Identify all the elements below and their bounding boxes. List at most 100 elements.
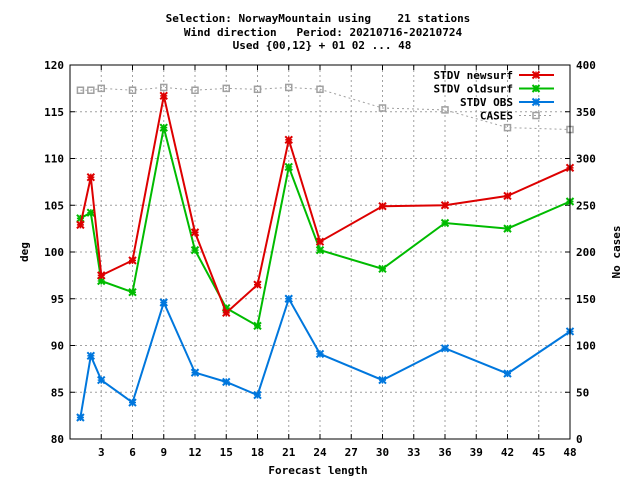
data-point-stdv-oldsurf <box>190 245 200 255</box>
series-line-stdv-obs <box>79 296 571 418</box>
legend-marker <box>531 97 541 107</box>
legend-marker <box>532 111 540 120</box>
x-tick-label: 24 <box>313 446 327 459</box>
y-tick-label: 120 <box>44 59 64 72</box>
y2-tick-label: 400 <box>576 59 596 72</box>
y-tick-label: 110 <box>44 153 64 166</box>
data-point-stdv-oldsurf <box>86 208 96 217</box>
y-tick-label: 100 <box>44 246 64 259</box>
legend-label: STDV oldsurf <box>434 83 513 96</box>
data-point-stdv-obs <box>222 377 231 387</box>
x-tick-label: 36 <box>438 446 452 459</box>
data-point-stdv-obs <box>159 298 168 307</box>
data-point-stdv-obs <box>253 390 262 400</box>
data-point-stdv-oldsurf <box>440 218 450 228</box>
data-point-stdv-newsurf <box>315 237 325 246</box>
data-point-stdv-oldsurf <box>128 287 137 297</box>
x-tick-label: 30 <box>376 446 389 459</box>
legend-label: CASES <box>480 110 513 123</box>
data-point-cases <box>160 83 168 92</box>
y-tick-label: 80 <box>51 433 64 446</box>
data-point-stdv-obs <box>440 344 450 353</box>
data-point-stdv-newsurf <box>128 256 137 265</box>
data-point-stdv-obs <box>284 294 293 303</box>
y2-tick-label: 50 <box>576 386 589 399</box>
data-point-cases <box>441 106 449 114</box>
ticks: 3 6 9 12 15 18 21 24 27 30 33 36 39 42 45 4880859095100… <box>44 59 596 459</box>
x-tick-label: 39 <box>470 446 483 459</box>
y-tick-label: 115 <box>44 106 64 119</box>
y2-tick-label: 150 <box>576 293 596 306</box>
x-tick-label: 15 <box>220 446 233 459</box>
x-tick-label: 9 <box>160 446 167 459</box>
data-point-stdv-oldsurf <box>503 224 512 233</box>
legend-marker <box>531 84 541 93</box>
data-point-stdv-oldsurf <box>378 264 387 274</box>
title-line-3: Used {00,12} + 01 02 ... 48 <box>233 39 412 52</box>
data-point-cases <box>316 85 324 94</box>
legend-label: STDV OBS <box>460 96 513 109</box>
data-point-stdv-obs <box>378 375 387 385</box>
data-point-stdv-newsurf <box>440 201 450 210</box>
x-tick-label: 42 <box>501 446 514 459</box>
data-point-stdv-newsurf <box>159 91 168 101</box>
data-point-stdv-newsurf <box>190 228 200 237</box>
data-point-stdv-oldsurf <box>253 321 262 331</box>
x-tick-label: 6 <box>129 446 136 459</box>
y2-tick-label: 100 <box>576 340 596 353</box>
data-point-cases <box>191 86 199 94</box>
data-point-stdv-obs <box>76 413 85 422</box>
x-tick-label: 3 <box>98 446 105 459</box>
data-point-stdv-obs <box>503 369 512 378</box>
data-point-cases <box>222 84 230 93</box>
y-tick-label: 85 <box>51 386 64 399</box>
data-point-stdv-newsurf <box>222 308 231 317</box>
legend-marker <box>531 70 541 80</box>
title-line-1: Selection: NorwayMountain using 21 stati… <box>166 12 471 25</box>
data-point-stdv-oldsurf <box>315 245 325 255</box>
data-point-stdv-obs <box>190 368 200 377</box>
data-point-cases <box>285 83 293 92</box>
y-tick-label: 105 <box>44 199 64 212</box>
y2-tick-label: 200 <box>576 246 596 259</box>
y2-tick-label: 350 <box>576 106 596 119</box>
chart-title: Selection: NorwayMountain using 21 stati… <box>166 12 471 52</box>
y-tick-label: 90 <box>51 340 64 353</box>
data-point-stdv-newsurf <box>97 271 106 280</box>
data-point-stdv-newsurf <box>76 220 85 230</box>
data-point-stdv-obs <box>86 351 96 360</box>
plot-frame <box>69 64 571 440</box>
data-point-stdv-obs <box>128 398 137 407</box>
series-line-cases <box>80 86 571 130</box>
x-tick-label: 48 <box>563 446 576 459</box>
data-point-stdv-obs <box>97 375 106 385</box>
plot-series <box>76 83 575 422</box>
y2-axis-label: No cases <box>610 226 623 279</box>
data-point-cases <box>503 123 512 132</box>
x-tick-label: 21 <box>282 446 296 459</box>
data-point-stdv-newsurf <box>503 191 512 201</box>
y-tick-label: 95 <box>51 293 64 306</box>
series-line-stdv-oldsurf <box>79 127 571 328</box>
y2-tick-label: 250 <box>576 199 596 212</box>
data-point-cases <box>87 86 95 94</box>
x-tick-label: 45 <box>532 446 545 459</box>
y-axis-label: deg <box>18 242 31 262</box>
data-point-stdv-newsurf <box>86 172 96 182</box>
data-point-stdv-newsurf <box>284 135 293 145</box>
data-point-cases <box>128 86 137 94</box>
data-point-cases <box>253 85 262 94</box>
x-tick-label: 12 <box>188 446 201 459</box>
y2-tick-label: 300 <box>576 153 596 166</box>
x-axis-label: Forecast length <box>268 464 367 477</box>
data-point-stdv-newsurf <box>378 201 387 211</box>
title-line-2: Wind direction Period: 20210716-20210724 <box>184 26 463 39</box>
data-point-stdv-oldsurf <box>159 123 168 132</box>
data-point-stdv-obs <box>315 349 325 359</box>
y2-tick-label: 0 <box>576 433 583 446</box>
data-point-cases <box>97 84 105 93</box>
x-tick-label: 33 <box>407 446 420 459</box>
x-tick-label: 27 <box>345 446 358 459</box>
